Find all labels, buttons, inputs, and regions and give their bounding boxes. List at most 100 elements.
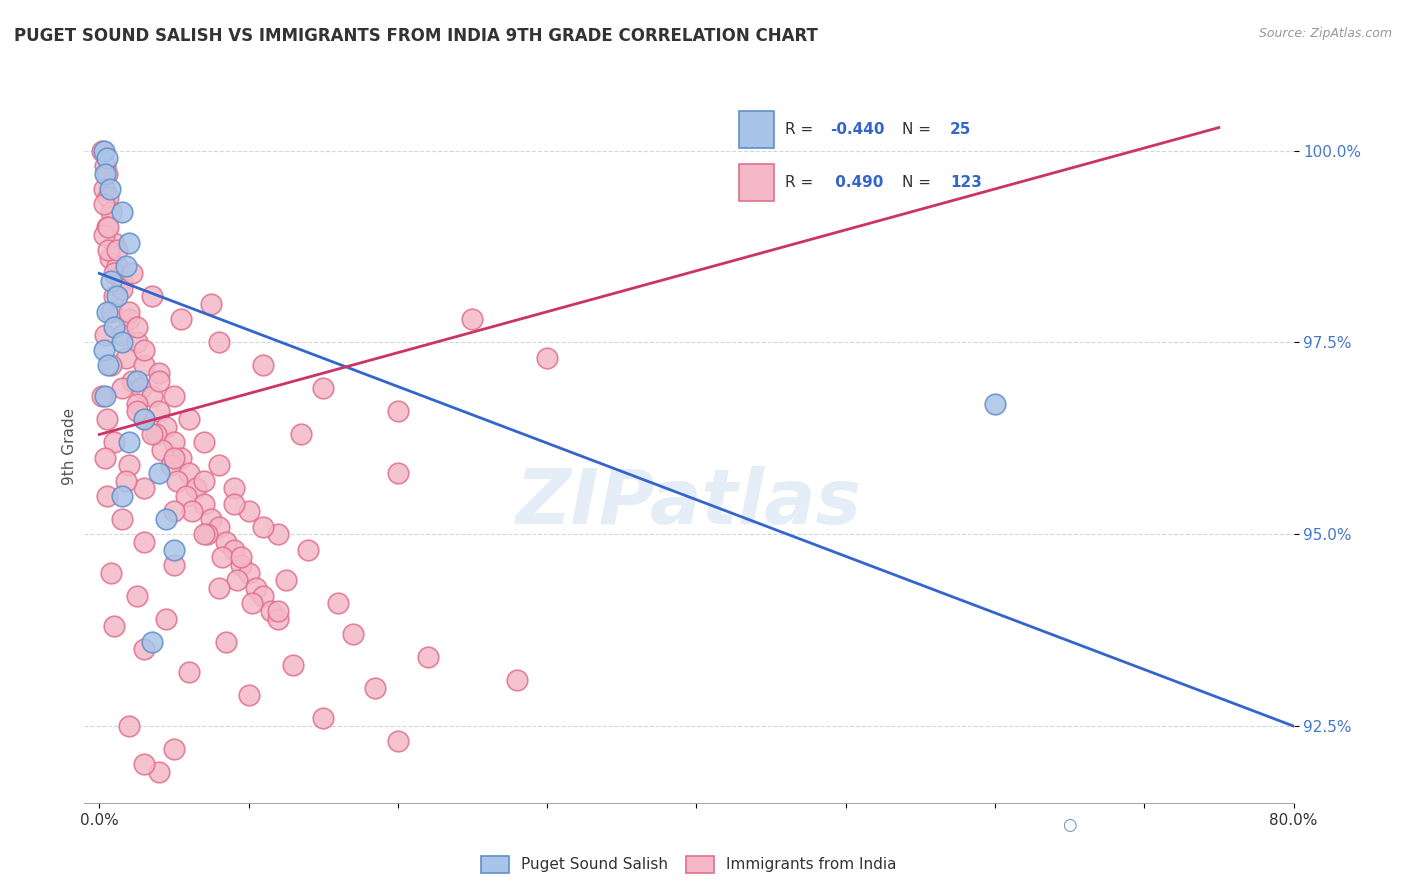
Point — [148, 404, 170, 418]
Point — [141, 427, 163, 442]
Point — [103, 266, 125, 280]
Point — [267, 604, 290, 618]
Point — [177, 665, 200, 680]
Point — [94, 389, 117, 403]
Point — [195, 527, 218, 541]
Point — [96, 304, 118, 318]
Point — [93, 343, 115, 357]
Point — [163, 742, 186, 756]
Point — [132, 412, 155, 426]
Point — [97, 220, 120, 235]
Point — [103, 289, 125, 303]
Point — [163, 435, 186, 450]
Point — [125, 404, 148, 418]
Point — [125, 335, 148, 350]
Point — [132, 412, 155, 426]
Point — [100, 566, 122, 580]
Point — [94, 450, 117, 465]
Point — [208, 519, 231, 533]
Point — [387, 466, 409, 480]
Point — [103, 619, 125, 633]
Point — [111, 327, 134, 342]
Point — [118, 312, 141, 326]
Point — [461, 312, 484, 326]
Point — [148, 466, 170, 480]
Point — [132, 757, 155, 772]
Point — [103, 320, 125, 334]
Point — [252, 359, 274, 373]
Y-axis label: 9th Grade: 9th Grade — [62, 408, 77, 484]
Point — [96, 489, 118, 503]
Point — [141, 389, 163, 403]
Point — [100, 359, 122, 373]
Point — [91, 389, 114, 403]
Point — [97, 244, 120, 258]
Point — [100, 304, 122, 318]
Point — [98, 251, 121, 265]
Point — [94, 327, 117, 342]
Point — [222, 542, 245, 557]
Text: 0.490: 0.490 — [830, 175, 883, 190]
Point — [96, 220, 118, 235]
Point — [111, 381, 134, 395]
Point — [180, 504, 202, 518]
Point — [984, 397, 1007, 411]
Point — [193, 497, 215, 511]
Point — [506, 673, 529, 687]
Point — [208, 581, 231, 595]
Point — [267, 527, 290, 541]
Point — [121, 266, 143, 280]
Point — [177, 412, 200, 426]
Point — [96, 412, 118, 426]
Point — [94, 167, 117, 181]
Text: Source: ZipAtlas.com: Source: ZipAtlas.com — [1258, 27, 1392, 40]
Point — [97, 359, 120, 373]
Point — [125, 397, 148, 411]
Point — [105, 289, 128, 303]
Point — [155, 419, 177, 434]
Text: 25: 25 — [950, 122, 972, 137]
Point — [326, 596, 349, 610]
Point — [312, 381, 335, 395]
Text: N =: N = — [903, 175, 936, 190]
Point — [132, 343, 155, 357]
Text: R =: R = — [785, 175, 823, 190]
Point — [208, 335, 231, 350]
Point — [274, 574, 297, 588]
Point — [222, 481, 245, 495]
Point — [267, 612, 290, 626]
Point — [225, 574, 247, 588]
Text: N =: N = — [903, 122, 936, 137]
Text: PUGET SOUND SALISH VS IMMIGRANTS FROM INDIA 9TH GRADE CORRELATION CHART: PUGET SOUND SALISH VS IMMIGRANTS FROM IN… — [14, 27, 818, 45]
Point — [193, 527, 215, 541]
Point — [163, 450, 186, 465]
Point — [238, 566, 260, 580]
Point — [141, 634, 163, 648]
Point — [170, 312, 193, 326]
Point — [96, 167, 118, 181]
Point — [93, 144, 115, 158]
Point — [160, 458, 183, 473]
Point — [145, 427, 167, 442]
Point — [93, 197, 115, 211]
Point — [125, 374, 148, 388]
Point — [416, 650, 439, 665]
Point — [387, 734, 409, 748]
Text: ZIPatlas: ZIPatlas — [516, 467, 862, 540]
Point — [536, 351, 558, 365]
Point — [111, 335, 134, 350]
Point — [111, 205, 134, 219]
Point — [211, 550, 233, 565]
Point — [94, 159, 117, 173]
Point — [312, 711, 335, 725]
Point — [252, 589, 274, 603]
Point — [105, 259, 128, 273]
Point — [193, 474, 215, 488]
Point — [103, 435, 125, 450]
Point — [118, 435, 141, 450]
Point — [118, 458, 141, 473]
Point — [193, 435, 215, 450]
Point — [222, 497, 245, 511]
Point — [103, 235, 125, 250]
Point — [118, 719, 141, 733]
